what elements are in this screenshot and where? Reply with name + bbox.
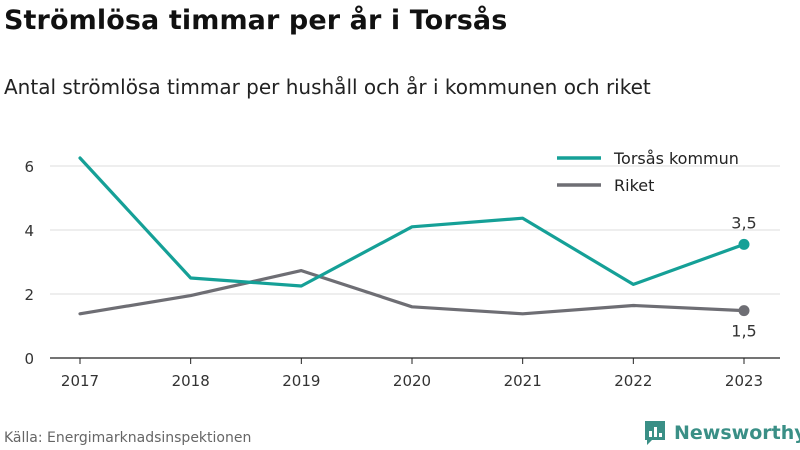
legend-label: Torsås kommun [613, 149, 739, 168]
brand-logo[interactable]: Newsworthy [644, 418, 800, 448]
y-tick-label: 0 [24, 350, 34, 368]
series-line-riket [78, 269, 746, 316]
chart-title: Strömlösa timmar per år i Torsås [4, 5, 508, 36]
end-value-label: 3,5 [731, 213, 756, 232]
brand-name: Newsworthy [674, 422, 800, 444]
x-tick-label: 2020 [393, 372, 431, 390]
line-chart: 0 2 4 6 2017 2018 2019 2020 2021 2022 2023 3,5 1,5 To… [24, 149, 780, 390]
x-tick-label: 2021 [504, 372, 542, 390]
y-tick-label: 6 [24, 158, 34, 176]
end-marker-tors-s-kommun [738, 238, 750, 250]
end-value-label: 1,5 [731, 322, 756, 341]
chart-subtitle: Antal strömlösa timmar per hushåll och å… [4, 75, 651, 99]
x-tick-label: 2019 [282, 372, 320, 390]
end-marker-riket [738, 305, 750, 317]
newsworthy-logo-icon [645, 421, 665, 445]
legend-label: Riket [614, 176, 654, 195]
x-tick-label: 2022 [614, 372, 652, 390]
x-tick-label: 2018 [172, 372, 210, 390]
x-tick-label: 2017 [61, 372, 99, 390]
source-note: Källa: Energimarknadsinspektionen [4, 430, 252, 446]
y-tick-label: 4 [24, 222, 34, 240]
series-line-tors-s-kommun [78, 156, 746, 288]
y-tick-label: 2 [24, 286, 34, 304]
x-tick-label: 2023 [725, 372, 763, 390]
